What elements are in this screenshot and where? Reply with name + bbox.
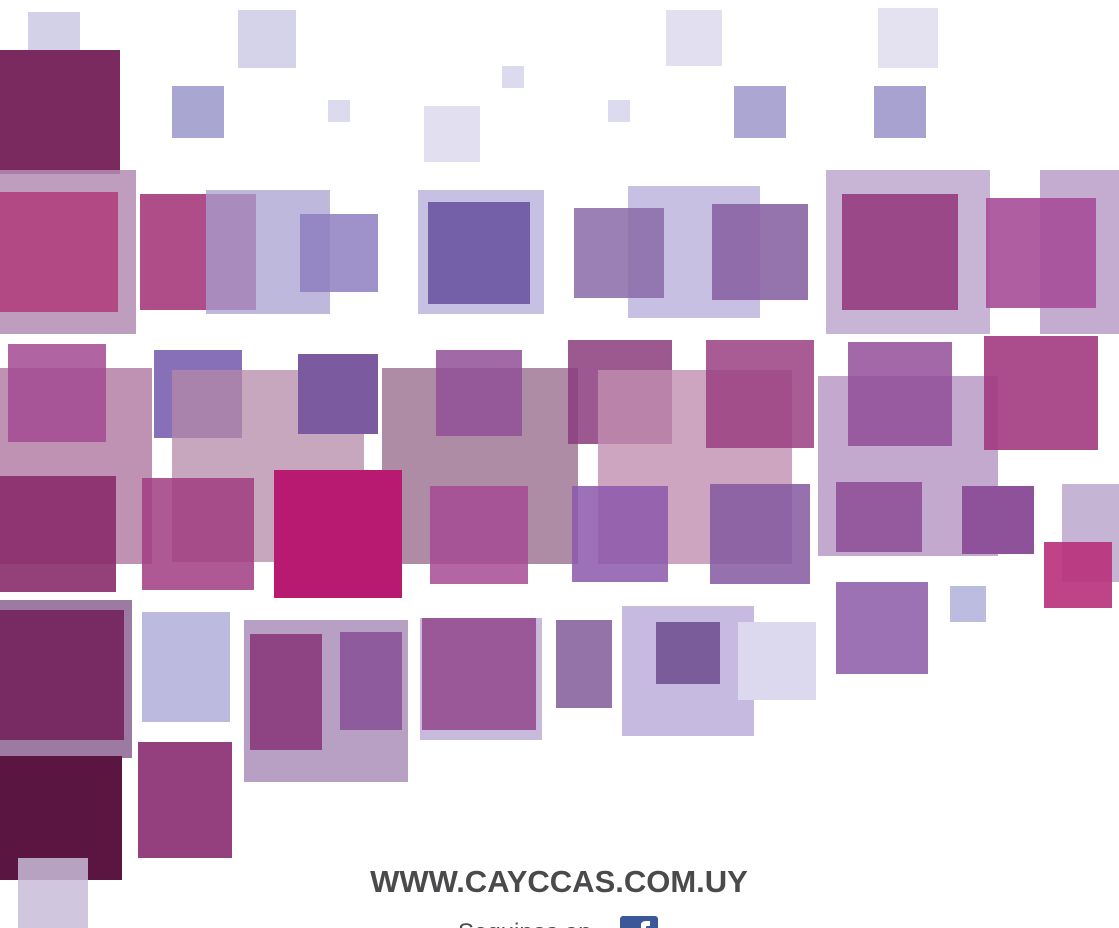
website[interactable]: WWW.CAYCCAS.COM.UY: [370, 864, 748, 899]
square-pattern: [0, 8, 1119, 928]
facebook-icon[interactable]: [620, 916, 658, 928]
page: {"footer": {"website": "WWW.CAYCCAS.COM.…: [0, 0, 1119, 928]
cover-art: WWW.CAYCCAS.COM.UY Seguinos en: [0, 0, 1119, 928]
follow-label: Seguinos en: [458, 919, 591, 928]
